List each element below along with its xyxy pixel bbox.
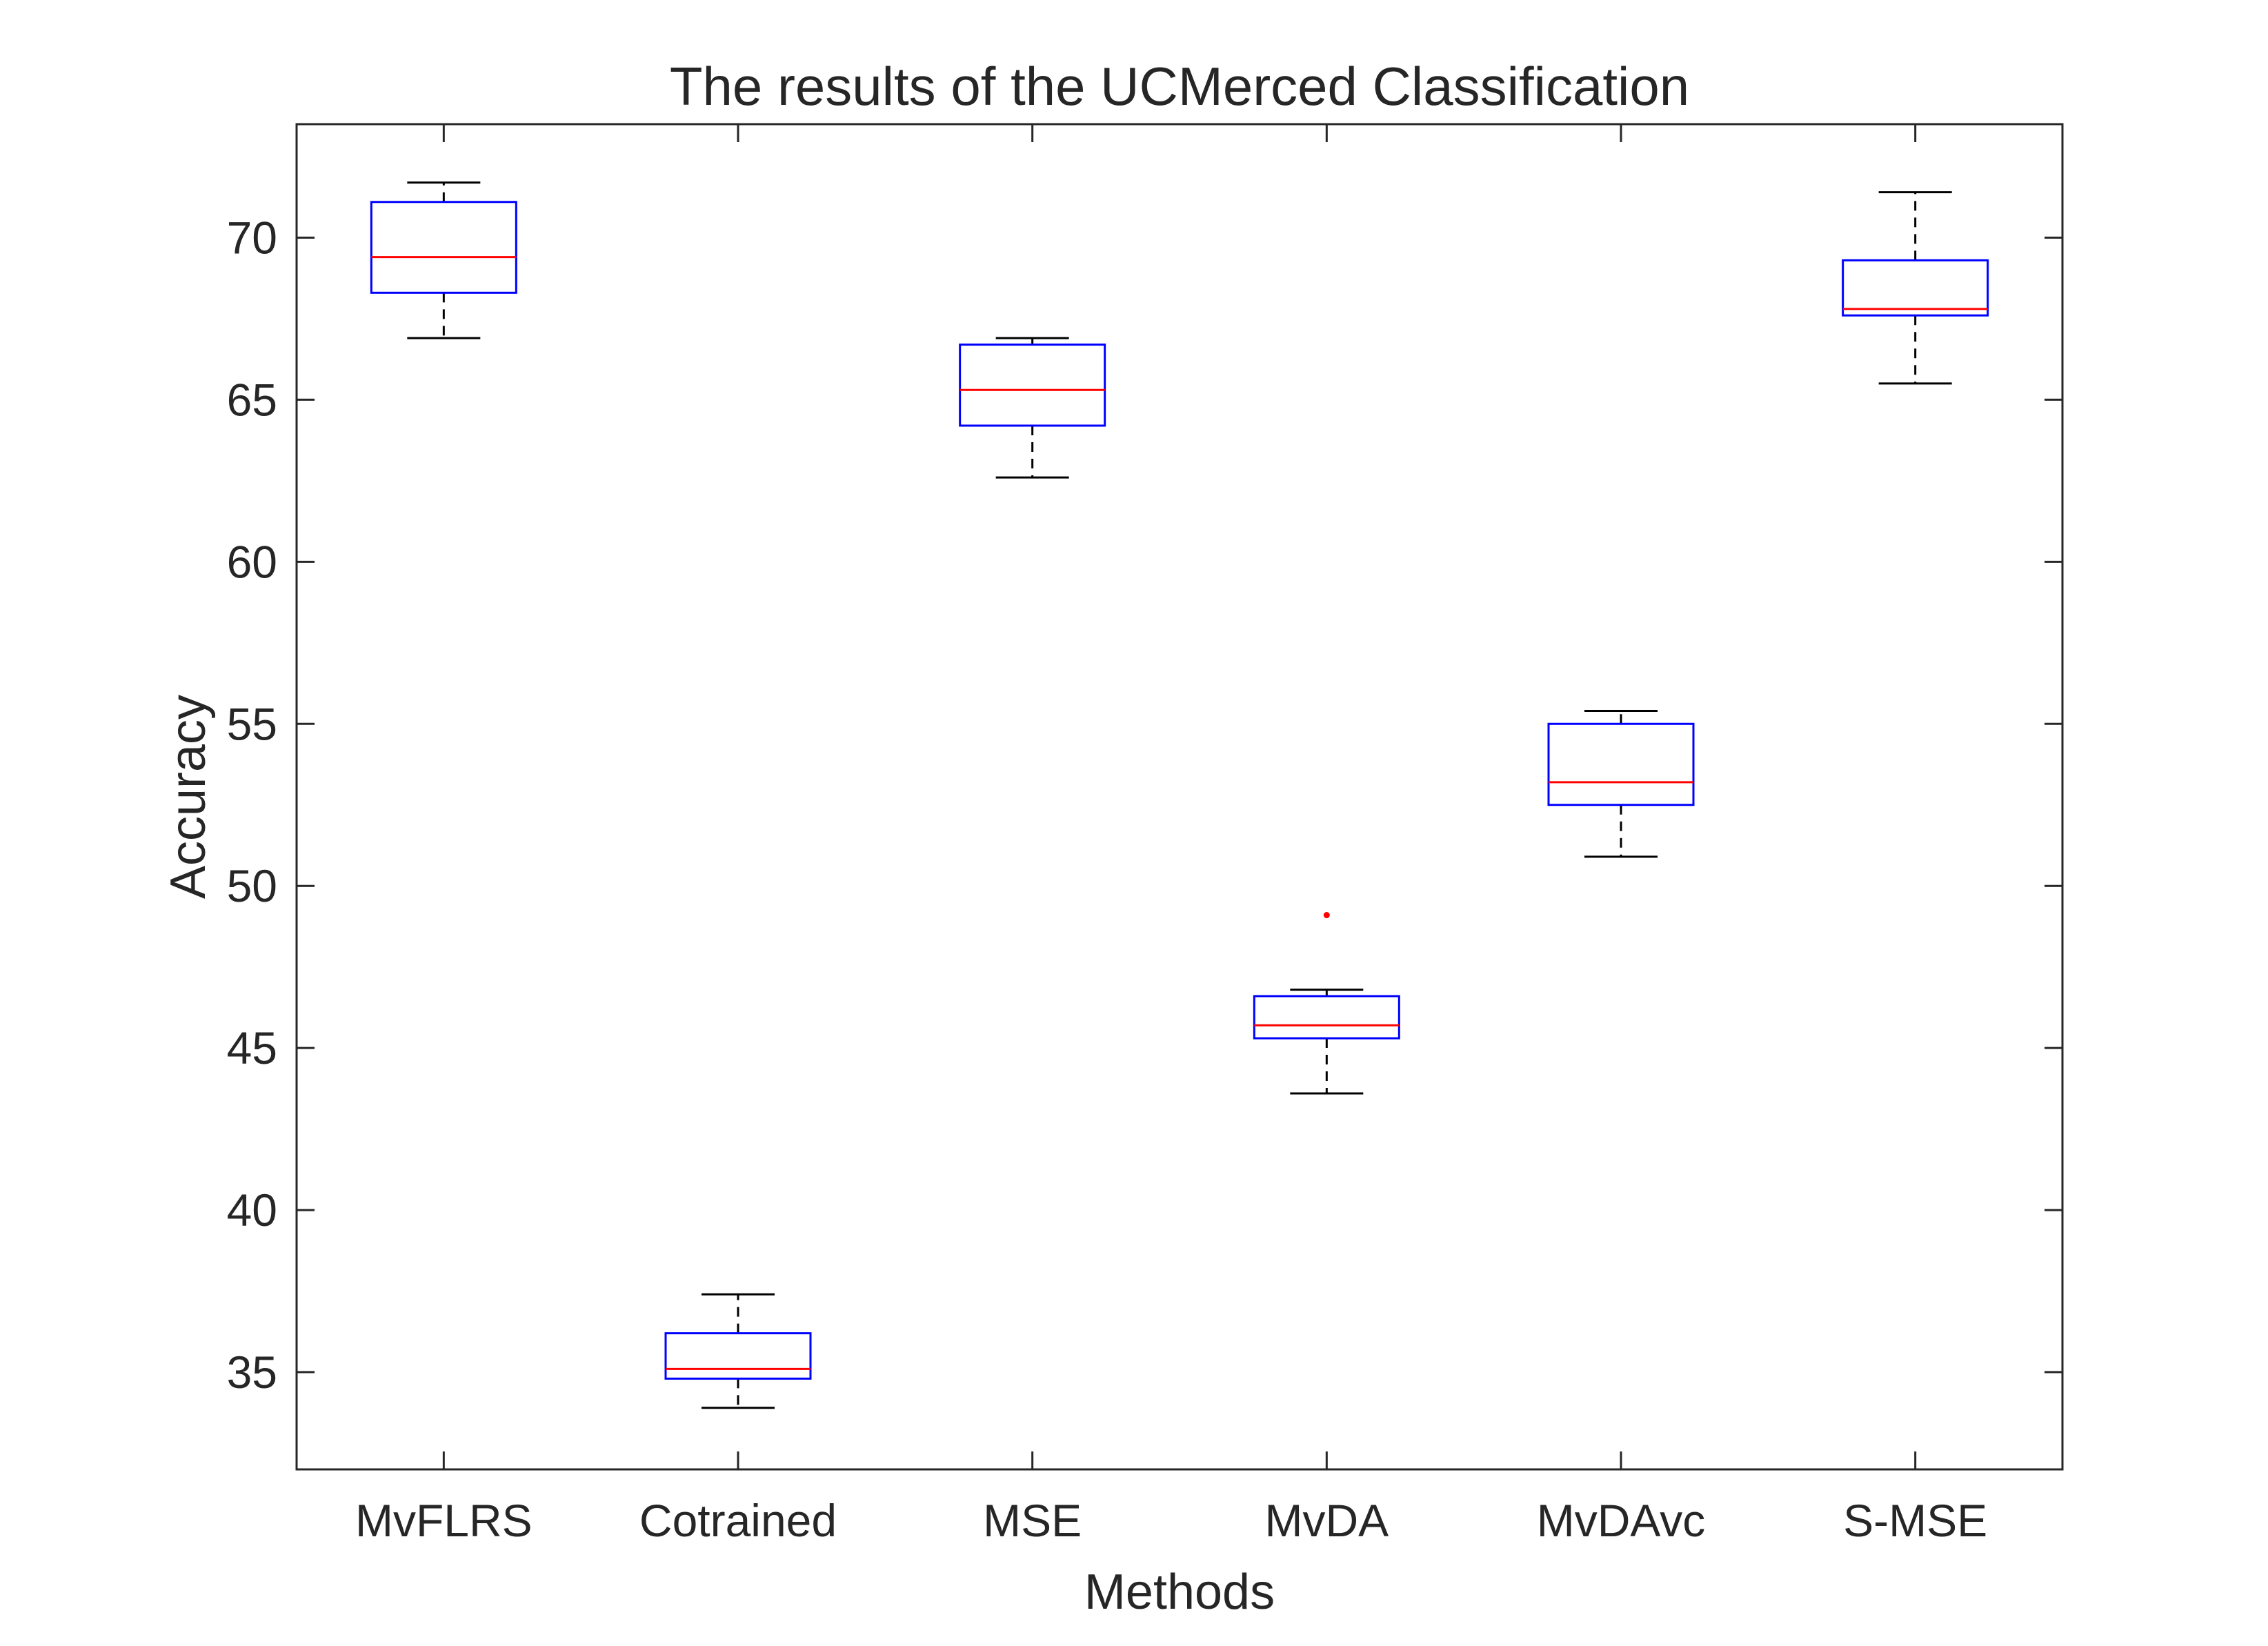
y-tick-label: 45 [227,1022,277,1073]
y-axis-label: Accuracy [161,695,216,899]
y-tick-label: 35 [227,1347,277,1398]
x-tick-label: MvFLRS [355,1495,533,1546]
y-tick-label: 65 [227,374,277,425]
x-tick-label: Cotrained [639,1495,837,1546]
y-tick-label: 55 [227,698,277,749]
box-iqr [664,1332,812,1380]
y-tick-label: 70 [227,212,277,263]
plot-area: 35 40 45 50 55 60 65 70 MvFLRS Cotrained MSE MvDA Mv… [227,123,2064,1546]
x-tick-label: MvDAvc [1537,1495,1705,1546]
y-tick-label: 40 [227,1184,277,1236]
plot-frame [295,123,2064,1471]
x-tick-label: MvDA [1264,1495,1389,1546]
box-iqr [370,201,517,294]
x-axis-label: Methods [1084,1565,1275,1620]
outlier-point [1323,912,1330,919]
box-iqr [1253,995,1400,1040]
box-iqr [1842,259,1989,317]
y-tick-label: 60 [227,536,277,587]
y-tick-label: 50 [227,860,277,911]
x-tick-label: S-MSE [1843,1495,1987,1546]
box-iqr [959,344,1106,427]
chart-title: The results of the UCMerced Classificati… [670,56,1689,117]
box-iqr [1547,722,1695,806]
x-tick-label: MSE [983,1495,1082,1546]
